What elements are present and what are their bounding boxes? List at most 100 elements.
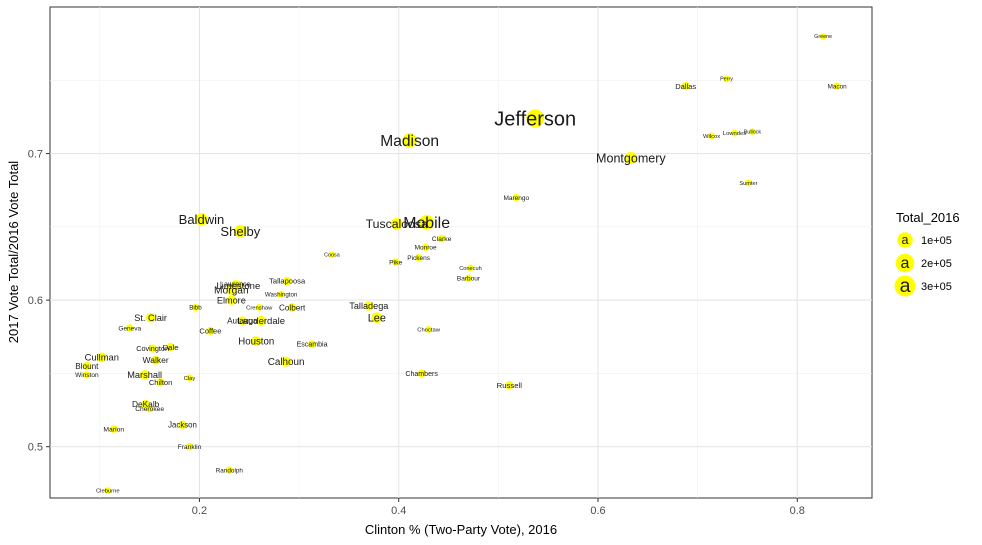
- data-point: [464, 274, 473, 282]
- data-point: [234, 224, 247, 238]
- data-point: [371, 312, 383, 324]
- point-label: Pike: [389, 259, 402, 266]
- point-label: Lawrence: [220, 281, 251, 288]
- data-point: [624, 151, 637, 165]
- data-point: [526, 109, 545, 128]
- point-label: Talladega: [349, 301, 389, 311]
- data-point: [731, 129, 738, 137]
- point-label: Jefferson: [494, 108, 576, 130]
- data-point: [96, 352, 107, 363]
- data-point: [186, 374, 193, 382]
- data-point: [185, 442, 194, 451]
- point-label: Tallapoosa: [269, 277, 306, 286]
- data-point: [417, 369, 426, 378]
- data-point: [467, 264, 474, 272]
- point-label: Chilton: [149, 378, 172, 387]
- point-label: Wilcox: [703, 134, 720, 140]
- point-label: Walker: [142, 355, 168, 365]
- data-points: [82, 33, 841, 495]
- point-label: Crenshaw: [246, 306, 273, 312]
- point-label: Conecuh: [459, 266, 482, 272]
- axes: 0.2 0.4 0.6 0.8 0.5 0.6 0.7: [28, 149, 805, 517]
- x-tick-label: 0.8: [790, 505, 805, 517]
- data-point: [681, 82, 690, 91]
- point-label: Jackson: [168, 420, 197, 429]
- point-label: Franklin: [178, 444, 202, 451]
- data-point: [414, 253, 423, 262]
- legend-key-glyph: a: [900, 275, 911, 297]
- point-label: Mobile: [403, 215, 450, 232]
- point-label: Cherokee: [135, 406, 164, 413]
- point-label: Chambers: [405, 371, 438, 378]
- data-point: [391, 258, 400, 266]
- point-label: Autauga: [227, 317, 258, 326]
- point-label: Marengo: [503, 195, 529, 202]
- legend-title: Total_2016: [896, 210, 960, 225]
- x-tick-label: 0.4: [391, 505, 406, 517]
- point-label: Tuscaloosa: [366, 217, 428, 231]
- point-labels: Jefferson Madison Montgomery Mobile BaldwinS…: [75, 34, 847, 495]
- legend: Total_2016 a 1e+05 a 2e+05 a 3e+05: [894, 210, 960, 297]
- data-point: [708, 132, 716, 140]
- data-point: [126, 324, 134, 332]
- data-point: [82, 361, 92, 371]
- point-label: Winston: [75, 372, 99, 379]
- y-axis-title: 2017 Vote Total/2016 Vote Total: [6, 161, 21, 344]
- x-axis-title: Clinton % (Two-Party Vote), 2016: [365, 522, 557, 537]
- data-point: [83, 371, 91, 379]
- point-label: Lauderdale: [237, 316, 285, 327]
- legend-entry-label: 3e+05: [921, 281, 952, 293]
- data-point: [281, 356, 292, 367]
- point-label: Geneva: [118, 325, 141, 332]
- data-point: [308, 340, 316, 349]
- point-label: Choctaw: [417, 327, 440, 333]
- data-point: [206, 326, 215, 336]
- data-point: [251, 336, 262, 347]
- point-label: Limestone: [216, 281, 260, 292]
- data-point: [255, 304, 263, 311]
- point-label: Marion: [103, 426, 124, 433]
- point-label: Pickens: [407, 255, 431, 262]
- point-label: Bibb: [189, 305, 202, 312]
- point-label: Bullock: [744, 129, 762, 135]
- point-label: Colbert: [279, 303, 306, 312]
- point-label: Dale: [163, 343, 179, 352]
- data-point: [191, 303, 200, 312]
- data-point: [364, 301, 374, 311]
- point-label: Shelby: [220, 224, 260, 239]
- data-point: [425, 326, 433, 333]
- point-label: Russell: [497, 381, 523, 390]
- data-point: [109, 425, 118, 433]
- point-label: Montgomery: [596, 151, 666, 165]
- x-tick-label: 0.2: [192, 505, 207, 517]
- data-point: [104, 487, 112, 495]
- data-point: [178, 420, 187, 429]
- x-tick-label: 0.6: [590, 505, 605, 517]
- data-point: [819, 33, 827, 40]
- data-point: [145, 404, 154, 413]
- legend-key-circle: [895, 253, 915, 273]
- point-label: Coffee: [199, 327, 221, 336]
- point-label: Macon: [828, 83, 848, 90]
- y-tick-label: 0.7: [28, 149, 43, 161]
- point-label: Madison: [380, 133, 439, 150]
- point-label: Houston: [238, 337, 274, 348]
- point-label: DeKalb: [132, 399, 160, 409]
- point-label: Monroe: [415, 245, 437, 252]
- data-point: [723, 75, 730, 83]
- point-label: Cleburne: [96, 489, 120, 495]
- data-point: [256, 315, 267, 326]
- data-point: [328, 251, 336, 258]
- point-label: Blount: [75, 362, 99, 371]
- point-label: Perry: [720, 77, 733, 83]
- point-label: Baldwin: [179, 212, 225, 227]
- data-point: [505, 380, 514, 390]
- point-label: Lee: [368, 313, 386, 325]
- data-point: [745, 179, 752, 187]
- legend-key-glyph: a: [901, 255, 910, 272]
- data-point: [226, 295, 237, 305]
- legend-key-glyph: a: [902, 233, 909, 247]
- point-label: Covington: [136, 344, 169, 353]
- data-point: [419, 215, 435, 230]
- data-point: [166, 342, 175, 352]
